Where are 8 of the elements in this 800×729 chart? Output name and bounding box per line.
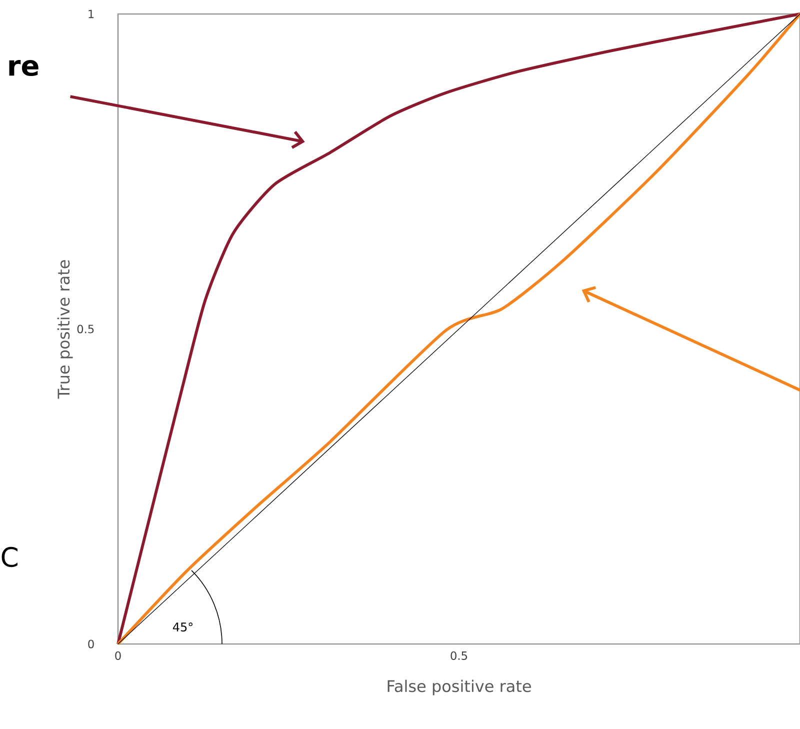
text: re bbox=[9, 60, 38, 76]
y-tick-label: 1 bbox=[88, 10, 94, 18]
text: C bbox=[2, 546, 18, 568]
y-axis-title: True positive rate bbox=[57, 260, 73, 399]
annotation: 45° bbox=[172, 622, 192, 632]
x-axis-title: False positive rate bbox=[388, 680, 531, 696]
y-tick-label: 0.5 bbox=[77, 324, 94, 334]
y-tick-label: 0 bbox=[88, 640, 94, 648]
